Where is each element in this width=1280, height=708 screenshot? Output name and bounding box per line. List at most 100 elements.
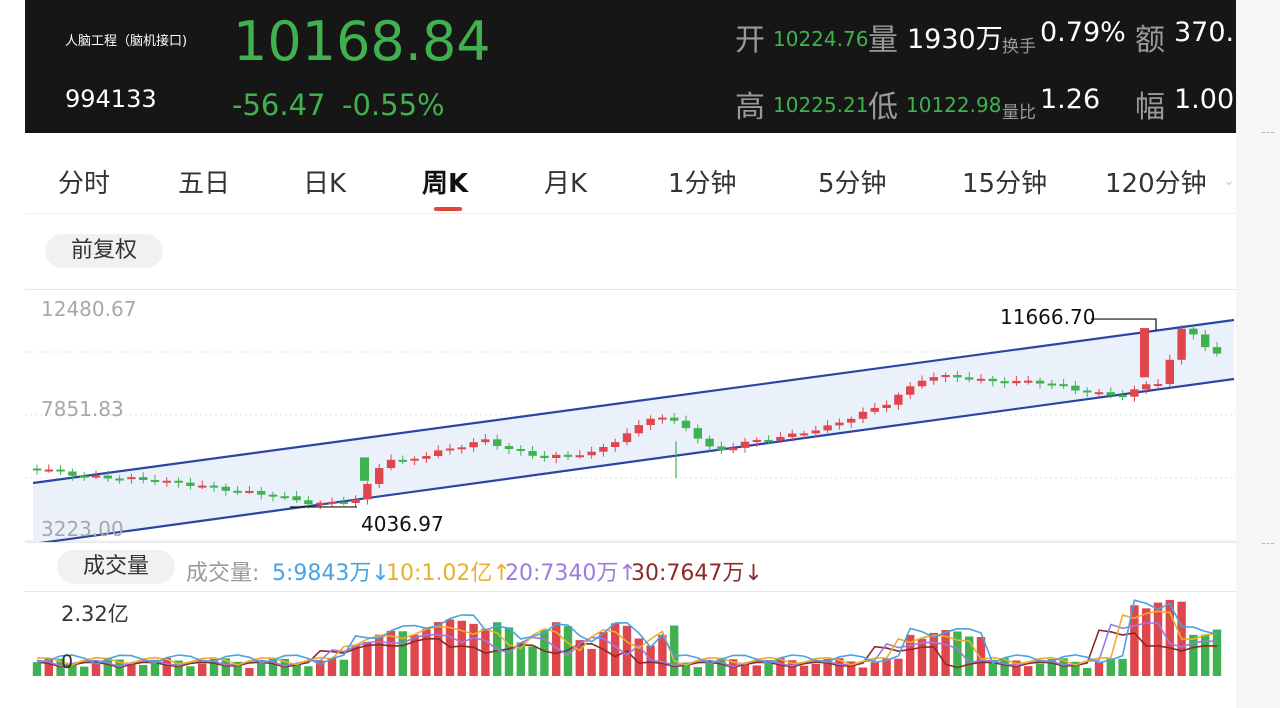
candle-body: [528, 451, 537, 456]
candle-body: [410, 458, 419, 461]
candle-body: [1142, 384, 1151, 390]
amount-value: 370.7: [1174, 17, 1236, 48]
candle-body: [1094, 392, 1104, 395]
high-value: 10225.21: [773, 93, 869, 117]
volume-bar: [740, 664, 750, 676]
chevron-down-icon[interactable]: ⌄: [1223, 172, 1235, 188]
candle-body: [788, 433, 797, 437]
candle-body: [634, 425, 643, 434]
candle-body: [139, 477, 148, 480]
candle-body: [740, 441, 750, 448]
volume-bar: [965, 636, 974, 676]
max-price-label: 11666.70: [1000, 305, 1096, 329]
candle-body: [339, 501, 348, 504]
volume-value: 1930万: [907, 24, 1003, 55]
y-axis-mid-label: 7851.83: [41, 397, 124, 421]
candle-body: [516, 449, 525, 452]
candle-body: [988, 378, 997, 382]
candle-body: [705, 438, 714, 447]
volume-bar: [917, 638, 927, 676]
volume-bar: [1083, 667, 1092, 676]
candle-body: [80, 475, 89, 478]
tab-intraday[interactable]: 分时: [58, 169, 111, 199]
low-value: 10122.98: [906, 93, 1002, 117]
turnover-value: 0.79%: [1040, 17, 1126, 48]
volume-bar: [1059, 658, 1068, 676]
tab-weekly-k[interactable]: 周K: [422, 169, 469, 199]
ma10-line: [37, 610, 1218, 667]
price-annotations: [290, 318, 1157, 508]
quote-header: 人脑工程（脑机接口) 994133 10168.84 -56.47 -0.55%…: [25, 0, 1236, 133]
arrow-down-icon: ↓: [744, 561, 763, 586]
volume-bar: [705, 661, 714, 676]
volume-bar: [870, 662, 879, 676]
volume-bar: [976, 637, 986, 676]
candle-body: [823, 425, 832, 431]
candle-body: [91, 475, 101, 478]
volume-bar: [552, 622, 561, 676]
volume-bar: [1094, 661, 1104, 676]
candle-body: [351, 499, 360, 503]
candle-body: [552, 454, 561, 459]
volume-label: 量: [868, 23, 898, 58]
volume-bar: [941, 630, 950, 676]
candle-body: [469, 442, 478, 448]
min-price-label: 4036.97: [361, 512, 444, 536]
tab-five-day[interactable]: 五日: [178, 169, 231, 199]
ma20-label: 20:7340万↑: [505, 561, 637, 586]
indicator-select-button[interactable]: 成交量: [57, 550, 175, 584]
volume-bar: [788, 660, 797, 676]
volume-bar: [91, 660, 101, 676]
volume-bar: [670, 625, 679, 676]
candle-body: [127, 477, 136, 480]
candle-body: [386, 459, 396, 469]
candle-body: [44, 469, 53, 472]
volume-bar: [1189, 634, 1198, 676]
volume-bar: [1035, 663, 1045, 676]
candle-body: [150, 479, 160, 482]
candle-body: [434, 450, 443, 456]
volume-bar: [894, 658, 903, 676]
channel-fill: [33, 320, 1234, 542]
volume-bars: [32, 600, 1222, 676]
volume-bar: [304, 666, 313, 676]
price-adjust-button[interactable]: 前复权: [45, 234, 163, 268]
kline-chart[interactable]: [25, 289, 1236, 542]
ma30-line: [36, 629, 1218, 669]
period-tabs: 分时 五日 日K 周K 月K 1分钟 5分钟 15分钟 120分钟 ⌄: [25, 145, 1236, 214]
candle-body: [776, 436, 785, 441]
tab-monthly-k[interactable]: 月K: [544, 169, 588, 199]
stock-code: 994133: [65, 85, 157, 113]
candle-body: [575, 455, 584, 458]
candle-body: [1165, 359, 1174, 385]
candle-body: [587, 451, 596, 456]
volume-bar: [103, 658, 112, 676]
candle-body: [693, 428, 702, 439]
volume-chart[interactable]: [25, 591, 1236, 708]
candle-body: [941, 375, 950, 378]
volume-bar: [1130, 605, 1139, 676]
tab-1min[interactable]: 1分钟: [668, 169, 737, 199]
volume-bar: [162, 658, 171, 676]
tab-5min[interactable]: 5分钟: [818, 169, 887, 199]
amplitude-value: 1.00: [1174, 84, 1235, 115]
volume-bar: [209, 658, 219, 676]
volume-bar: [953, 631, 962, 676]
candlesticks: [32, 325, 1222, 510]
last-price: 10168.84: [233, 10, 491, 73]
active-tab-indicator: [434, 207, 462, 211]
tab-120min[interactable]: 120分钟: [1105, 169, 1207, 199]
candle-body: [363, 483, 372, 500]
candle-body: [304, 500, 313, 505]
tab-15min[interactable]: 15分钟: [962, 169, 1048, 199]
candle-body: [56, 469, 65, 472]
volume-bar: [906, 634, 915, 676]
tab-daily-k[interactable]: 日K: [303, 169, 347, 199]
volume-bar: [186, 666, 195, 676]
price-change-pct: -0.55%: [342, 88, 445, 122]
candle-body: [1059, 384, 1068, 387]
candle-body: [1153, 384, 1163, 387]
candle-body: [1024, 380, 1033, 383]
volume-bar: [575, 640, 584, 676]
volume-bar: [174, 660, 183, 676]
